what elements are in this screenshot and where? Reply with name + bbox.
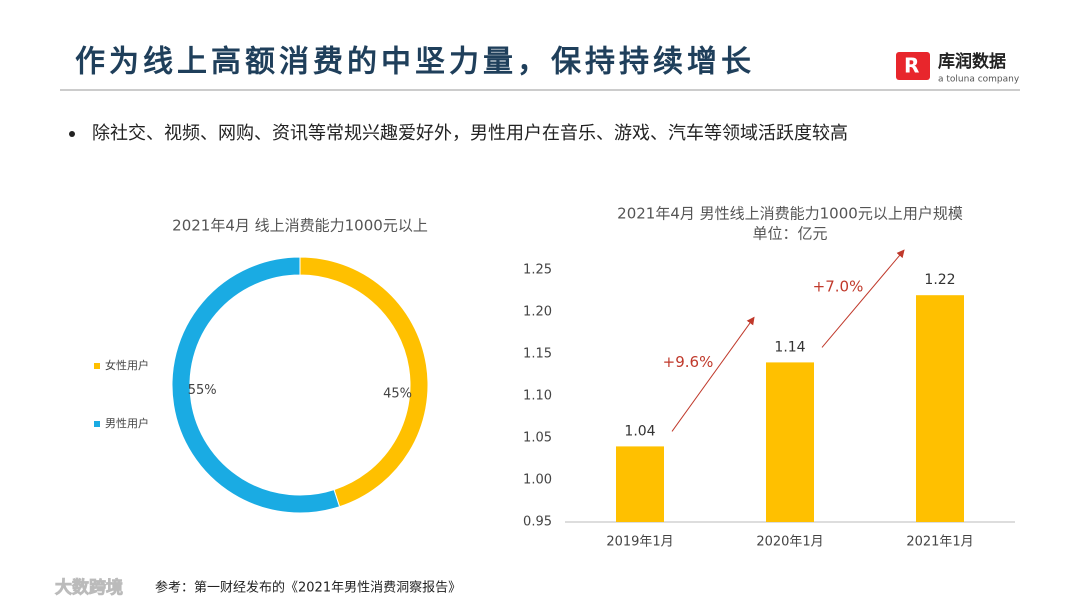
data-label: 55% [188, 383, 217, 398]
bar [766, 362, 814, 522]
data-label: 1.14 [774, 339, 805, 355]
logo-icon-letter: R [904, 54, 919, 78]
x-tick-label: 2019年1月 [606, 535, 673, 550]
logo-icon [896, 52, 930, 80]
chart-title: 2021年4月 线上消费能力1000元以上 [172, 217, 428, 235]
legend-label: 男性用户 [105, 416, 149, 430]
bullet-dot [69, 131, 75, 137]
watermark: 大数跨境 [55, 577, 123, 598]
legend-label: 女性用户 [105, 358, 149, 372]
y-tick-label: 1.20 [523, 305, 552, 320]
y-tick-label: 1.05 [523, 431, 552, 446]
logo-sub: a toluna company [938, 75, 1020, 85]
data-label: 1.04 [624, 423, 655, 439]
data-label: 1.22 [924, 272, 955, 288]
bullet-text: 除社交、视频、网购、资讯等常规兴趣爱好外，男性用户在音乐、游戏、汽车等领域活跃度… [92, 123, 848, 144]
legend-swatch [94, 363, 100, 369]
y-tick-label: 1.15 [523, 347, 552, 362]
chart-title: 2021年4月 男性线上消费能力1000元以上用户规模 [617, 205, 963, 223]
y-tick-label: 1.00 [523, 473, 552, 488]
legend-swatch [94, 421, 100, 427]
y-tick-label: 0.95 [523, 515, 552, 530]
donut-slice [299, 256, 429, 508]
growth-arrow [821, 249, 905, 348]
donut-slice [171, 256, 341, 514]
growth-label: +9.6% [663, 353, 714, 371]
footnote: 参考：第一财经发布的《2021年男性消费洞察报告》 [155, 580, 461, 596]
bar [616, 446, 664, 522]
logo: R 库润数据 a toluna company [896, 51, 1020, 85]
bar [916, 295, 964, 522]
logo-text: 库润数据 [938, 51, 1006, 72]
y-tick-label: 1.10 [523, 389, 552, 404]
data-label: 45% [383, 387, 412, 402]
chart-subtitle: 单位：亿元 [752, 225, 827, 243]
slide-title: 作为线上高额消费的中坚力量，保持持续增长 [75, 45, 755, 80]
y-tick-label: 1.25 [523, 263, 552, 278]
x-tick-label: 2021年1月 [906, 535, 973, 550]
x-tick-label: 2020年1月 [756, 535, 823, 550]
growth-label: +7.0% [813, 277, 864, 295]
growth-arrow [671, 316, 755, 432]
